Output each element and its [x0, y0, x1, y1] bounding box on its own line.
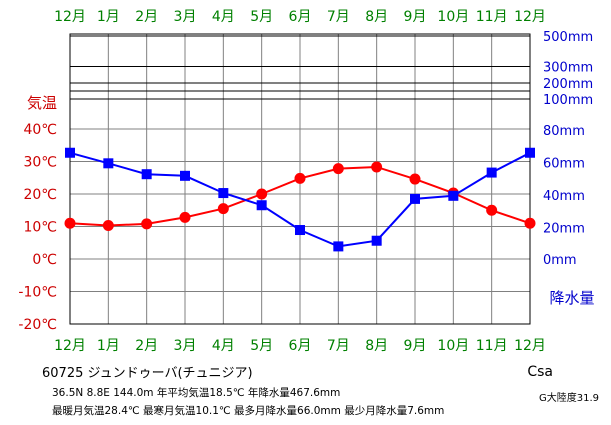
precipitation-point [295, 225, 305, 236]
left-axis-ticks: 40℃ 30℃ 20℃ 10℃ 0℃ -10℃ -20℃ [18, 122, 57, 333]
x-tick-label: 9月 [404, 9, 427, 25]
x-tick-label: 1月 [97, 338, 120, 354]
precipitation-point [180, 170, 190, 181]
x-tick-label: 10月 [437, 9, 469, 25]
x-tick-label: 3月 [174, 338, 197, 354]
left-tick-label: 40℃ [23, 122, 57, 138]
station-summary-line-1: 36.5N 8.8E 144.0m 年平均気温18.5℃ 年降水量467.6mm [52, 387, 341, 399]
x-tick-label: 6月 [289, 9, 312, 25]
left-tick-label: 0℃ [32, 252, 57, 268]
continentality-index: G大陸度31.9 [538, 393, 599, 404]
x-tick-label: 2月 [135, 9, 158, 25]
right-tick-label: 300mm [543, 61, 593, 76]
left-tick-label: -20℃ [18, 317, 57, 333]
precipitation-point [410, 193, 420, 204]
temperature-point [409, 173, 421, 185]
climate-class: Csa [527, 364, 553, 380]
plot-frame [69, 33, 531, 325]
x-tick-label: 4月 [212, 9, 235, 25]
precipitation-point [525, 147, 535, 158]
x-tick-label: 11月 [476, 338, 508, 354]
x-tick-label: 12月 [514, 9, 546, 25]
right-tick-label: 80mm [543, 124, 585, 139]
temperature-point [256, 188, 268, 200]
temperature-point [179, 211, 191, 223]
x-tick-label: 3月 [174, 9, 197, 25]
station-summary-line-2: 最暖月気温28.4℃ 最寒月気温10.1℃ 最多月降水量66.0mm 最少月降水… [52, 405, 445, 417]
left-tick-label: 10℃ [23, 220, 57, 236]
temperature-point [217, 203, 229, 215]
precipitation-point [65, 147, 75, 158]
precipitation-point [141, 169, 152, 180]
x-tick-label: 12月 [514, 338, 546, 354]
right-tick-label: 40mm [543, 189, 585, 204]
right-tick-label: 100mm [543, 93, 593, 108]
left-axis-title: 気温 [27, 94, 57, 112]
temperature-point [332, 163, 344, 175]
x-tick-label: 2月 [135, 338, 158, 354]
x-tick-label: 5月 [250, 338, 273, 354]
precipitation-point [103, 158, 114, 169]
right-tick-label: 0mm [543, 253, 577, 268]
precipitation-point [486, 167, 497, 178]
precipitation-point [256, 200, 267, 211]
station-name: 60725 ジュンドゥーバ(チュニジア) [42, 366, 253, 381]
x-axis-top-labels: 12月 1月 2月 3月 4月 5月 6月 7月 8月 9月 10月 11月 12月 [54, 9, 546, 25]
temperature-point [486, 204, 498, 216]
temperature-point [524, 217, 536, 229]
right-tick-label: 60mm [543, 157, 585, 172]
temperature-point [102, 220, 114, 232]
series-group [64, 147, 536, 252]
left-tick-label: 20℃ [23, 187, 57, 203]
temperature-point [141, 218, 153, 230]
x-tick-label: 11月 [476, 9, 508, 25]
precipitation-point [371, 235, 382, 246]
x-tick-label: 7月 [327, 9, 350, 25]
precipitation-point [448, 190, 459, 201]
x-tick-label: 5月 [250, 9, 273, 25]
x-tick-label: 1月 [97, 9, 120, 25]
temperature-point [294, 172, 306, 184]
x-tick-label: 12月 [54, 9, 86, 25]
right-tick-label: 200mm [543, 77, 593, 92]
x-tick-label: 6月 [289, 338, 312, 354]
x-tick-label: 4月 [212, 338, 235, 354]
left-tick-label: 30℃ [23, 155, 57, 171]
x-tick-label: 9月 [404, 338, 427, 354]
x-axis-bottom-labels: 12月 1月 2月 3月 4月 5月 6月 7月 8月 9月 10月 11月 12月 [54, 338, 546, 354]
precipitation-point [218, 188, 229, 199]
x-tick-label: 12月 [54, 338, 86, 354]
temperature-point [371, 161, 383, 173]
right-axis-title: 降水量 [549, 289, 594, 307]
temperature-point [64, 217, 76, 229]
x-tick-label: 7月 [327, 338, 350, 354]
precipitation-point [333, 241, 344, 252]
left-tick-label: -10℃ [18, 285, 57, 301]
x-tick-label: 10月 [437, 338, 469, 354]
x-tick-label: 8月 [365, 338, 388, 354]
right-tick-label: 500mm [543, 30, 593, 45]
right-tick-label: 20mm [543, 222, 585, 237]
x-tick-label: 8月 [365, 9, 388, 25]
